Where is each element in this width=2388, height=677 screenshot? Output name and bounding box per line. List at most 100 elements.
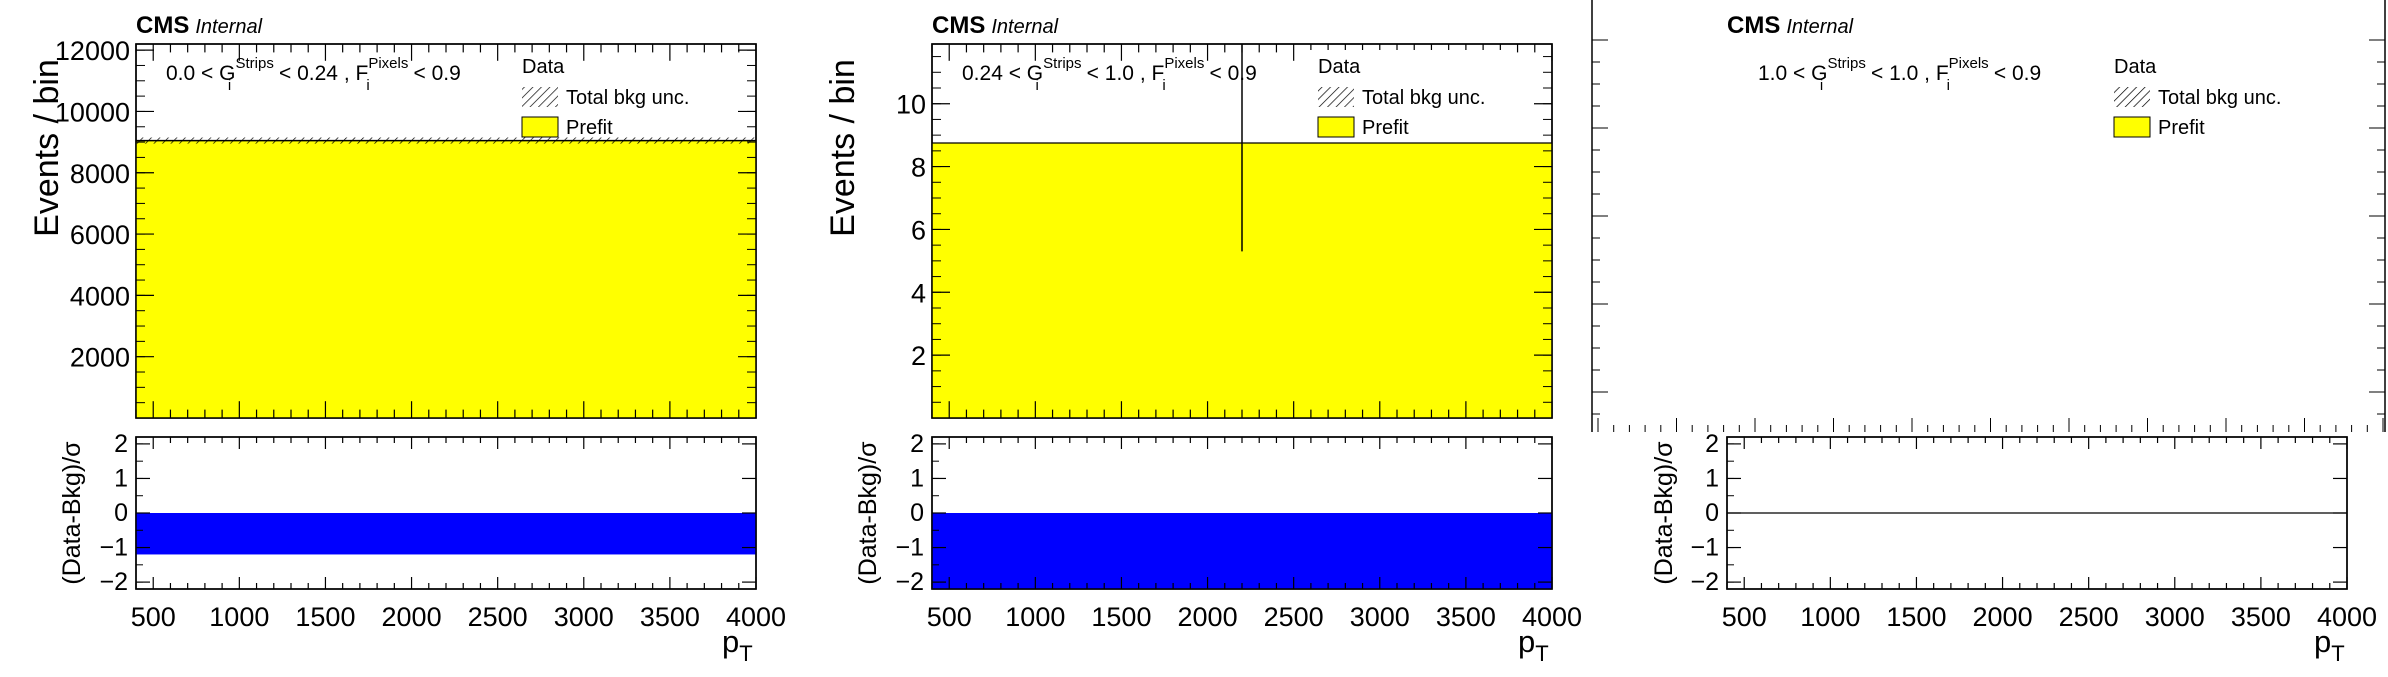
outer-ticks-right (1592, 39, 2385, 432)
ratio-y-ticks-middle: −2 −1 0 1 2 (895, 430, 1552, 596)
x-tick-label: 4000 (726, 602, 786, 632)
cms-label-middle: CMS Internal (932, 12, 1059, 39)
y-tick-label: 10 (896, 90, 926, 120)
legend-middle: Data Total bkg unc. Prefit (1310, 50, 1510, 142)
x-tick-label: 2000 (1178, 602, 1238, 632)
legend-prefit-swatch (1317, 116, 1355, 138)
cms-label-left: CMS Internal (136, 12, 263, 39)
x-tick-label: 3000 (1350, 602, 1410, 632)
region-label-right: 1.0 < GStrips i < 1.0 , FPixels i < 0.9 (1758, 55, 2041, 94)
panel-right: CMS Internal 1.0 < GStrips i < 1.0 , FPixe… (1591, 0, 2386, 666)
x-ticks-main-left (135, 44, 757, 418)
x-tick-label: 3500 (1436, 602, 1496, 632)
x-tick-label: 2000 (382, 602, 442, 632)
ratio-y-tick-label: 1 (910, 464, 924, 492)
main-frame-border-left (135, 43, 757, 419)
x-tick-label: 2500 (2059, 602, 2119, 632)
cms-label-right: CMS Internal (1727, 12, 1854, 39)
x-axis-label-right: pT (2314, 624, 2345, 666)
x-tick-label: 3500 (640, 602, 700, 632)
legend-prefit-label: Prefit (566, 117, 613, 139)
x-tick-label: 2500 (1264, 602, 1324, 632)
ratio-y-tick-label: 0 (1705, 499, 1719, 527)
legend-unc-label: Total bkg unc. (2158, 87, 2281, 109)
legend-unc-label: Total bkg unc. (1362, 87, 1485, 109)
x-tick-label: 3000 (554, 602, 614, 632)
y-tick-label: 10000 (55, 97, 130, 127)
ratio-y-label-middle: (Data-Bkg)/σ (854, 441, 882, 585)
x-tick-label: 1000 (1800, 602, 1860, 632)
x-tick-label: 3500 (2231, 602, 2291, 632)
x-tick-label: 500 (131, 602, 176, 632)
y-tick-label: 8000 (70, 159, 130, 189)
x-tick-label: 4000 (2317, 602, 2377, 632)
y-axis-label-middle: Events / bin (824, 59, 862, 237)
x-tick-label: 500 (1722, 602, 1767, 632)
ratio-y-tick-label: 0 (114, 499, 128, 527)
ratio-y-tick-label: 2 (1705, 430, 1719, 458)
ratio-y-tick-label: −1 (895, 534, 924, 562)
x-axis-label-middle: pT (1518, 624, 1549, 666)
x-tick-label: 1000 (1005, 602, 1065, 632)
y-tick-label: 12000 (55, 36, 130, 66)
y-tick-label: 8 (911, 153, 926, 183)
y-tick-label: 6000 (70, 220, 130, 250)
ratio-y-tick-label: −2 (895, 568, 924, 596)
legend-data-label: Data (1318, 56, 1361, 78)
x-tick-label: 1000 (209, 602, 269, 632)
main-frame-border-middle (931, 43, 1553, 419)
x-tick-label: 2000 (1973, 602, 2033, 632)
legend-unc-swatch (2114, 87, 2150, 107)
ratio-y-ticks-left: −2 −1 0 1 2 (99, 430, 756, 596)
legend-unc-label: Total bkg unc. (566, 87, 689, 109)
region-label-middle: 0.24 < GStrips i < 1.0 , FPixels i < 0.9 (962, 55, 1257, 94)
ratio-y-tick-label: 0 (910, 499, 924, 527)
ratio-frame-border-right (1726, 436, 2348, 590)
ratio-y-ticks-right: −2 −1 0 1 2 (1690, 430, 2347, 596)
x-tick-label: 1500 (295, 602, 355, 632)
x-ticks-main-middle (931, 44, 1553, 418)
ratio-frame-border-left (135, 436, 757, 590)
y-tick-label: 4 (911, 278, 926, 308)
ratio-y-tick-label: −1 (99, 534, 128, 562)
y-tick-label: 4000 (70, 281, 130, 311)
ratio-y-tick-label: 1 (1705, 464, 1719, 492)
legend-data-label: Data (522, 56, 565, 78)
legend-unc-swatch (522, 87, 558, 107)
legend-prefit-swatch (521, 116, 559, 138)
x-ticks-right: 500 1000 1500 2000 2500 3000 3500 4000 (1722, 437, 2377, 632)
ratio-y-tick-label: 2 (114, 430, 128, 458)
legend-data-label: Data (2114, 56, 2157, 78)
x-tick-label: 2500 (468, 602, 528, 632)
pull-bar-middle (932, 513, 1552, 589)
x-tick-label: 500 (927, 602, 972, 632)
x-tick-label: 1500 (1091, 602, 1151, 632)
ratio-y-tick-label: −2 (99, 568, 128, 596)
legend-prefit-label: Prefit (1362, 117, 1409, 139)
x-ticks-left: 500 1000 1500 2000 2500 3000 3500 4000 (131, 437, 786, 632)
x-tick-label: 4000 (1522, 602, 1582, 632)
legend-unc-swatch (1318, 87, 1354, 107)
y-ticks-left: 2000 4000 6000 8000 10000 12000 (55, 36, 756, 404)
x-tick-label: 3000 (2145, 602, 2205, 632)
pull-bar-left (136, 513, 756, 555)
ratio-frame-border-middle (931, 436, 1553, 590)
ratio-y-label-right: (Data-Bkg)/σ (1650, 441, 1678, 585)
x-axis-label-left: pT (722, 624, 753, 666)
y-axis-label-left: Events / bin (28, 59, 66, 237)
y-tick-label: 6 (911, 215, 926, 245)
ratio-y-label-left: (Data-Bkg)/σ (58, 441, 86, 585)
legend-prefit-swatch (2113, 116, 2151, 138)
legend-left: Data Total bkg unc. Prefit (521, 56, 689, 139)
ratio-y-tick-label: −2 (1690, 568, 1719, 596)
region-label-left: 0.0 < GStrips i < 0.24 , FPixels i < 0.9 (166, 55, 461, 94)
y-tick-label: 2000 (70, 343, 130, 373)
ratio-y-tick-label: 1 (114, 464, 128, 492)
legend-prefit-label: Prefit (2158, 117, 2205, 139)
y-ticks-middle: 2 4 6 8 10 (896, 56, 1552, 403)
prefit-bar-left (136, 140, 756, 419)
x-tick-label: 1500 (1886, 602, 1946, 632)
